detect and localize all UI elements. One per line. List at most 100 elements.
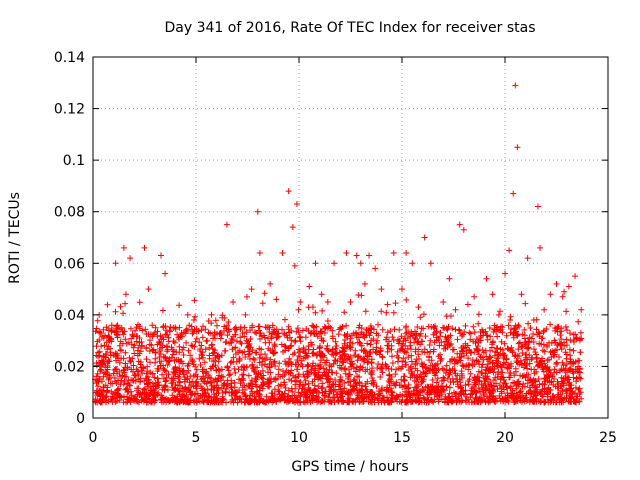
data-point [127, 255, 134, 262]
data-point [366, 252, 373, 259]
data-point [440, 298, 447, 305]
data-point [100, 358, 107, 365]
data-point [236, 355, 243, 362]
data-point [483, 275, 490, 282]
data-point [215, 358, 222, 365]
data-point [427, 260, 434, 267]
data-point [403, 249, 410, 256]
data-point [300, 347, 307, 354]
data-point [399, 286, 405, 293]
plot-frame [92, 56, 609, 419]
chart-title: Day 341 of 2016, Rate Of TEC Index for r… [164, 20, 535, 36]
data-point [537, 244, 544, 251]
data-point [312, 260, 319, 267]
y-tick-label: 0.04 [54, 308, 85, 324]
data-point [489, 291, 496, 298]
data-point [267, 280, 274, 287]
data-point [565, 283, 572, 290]
data-point [273, 296, 280, 303]
data-points [92, 82, 585, 383]
data-point [324, 298, 331, 305]
data-point [353, 252, 360, 259]
data-point [291, 262, 298, 269]
data-point [378, 286, 385, 293]
x-tick-label: 10 [290, 430, 308, 446]
data-point [446, 275, 453, 282]
y-tick-label: 0.08 [54, 205, 85, 221]
data-point [390, 249, 397, 256]
data-point [116, 342, 123, 349]
data-point [343, 249, 350, 256]
data-point [256, 249, 263, 256]
data-point [106, 337, 113, 344]
data-point [502, 270, 508, 277]
dense-data-band [92, 288, 585, 406]
data-point [293, 200, 300, 207]
data-point [166, 355, 173, 362]
data-point [347, 298, 354, 305]
y-axis-label: ROTI / TECUs [7, 192, 23, 284]
data-point [203, 368, 210, 375]
data-point [221, 347, 228, 354]
data-point [530, 317, 537, 324]
data-point [289, 224, 296, 231]
data-point [242, 311, 249, 318]
data-point [361, 280, 368, 287]
x-axis-ticks: 0 5 10 15 20 25 [89, 57, 617, 446]
data-point [141, 244, 148, 251]
y-tick-label: 0.06 [54, 256, 85, 272]
data-point [512, 82, 519, 89]
data-point [547, 291, 554, 298]
dense-marker-band [92, 288, 585, 406]
x-tick-label: 5 [192, 430, 201, 446]
data-point [434, 337, 441, 344]
data-point [471, 293, 478, 300]
data-point [510, 190, 517, 197]
data-point [456, 221, 463, 228]
data-point [464, 301, 471, 308]
data-point [318, 291, 325, 298]
data-point [306, 283, 313, 290]
data-point [184, 311, 191, 318]
data-point [452, 306, 459, 313]
data-point [260, 332, 267, 339]
data-point [518, 291, 525, 298]
data-point [197, 347, 204, 354]
data-point [172, 371, 179, 378]
data-point [495, 311, 502, 318]
x-axis-label: GPS time / hours [291, 459, 408, 475]
data-point [131, 350, 138, 357]
data-point [254, 208, 261, 215]
data-point [506, 247, 513, 254]
data-point [514, 144, 521, 151]
data-point [209, 363, 216, 370]
y-tick-label: 0.02 [54, 359, 85, 375]
data-point [559, 293, 566, 300]
data-point [190, 317, 197, 324]
data-point [162, 270, 169, 277]
data-point [534, 203, 541, 210]
data-point [415, 304, 422, 311]
data-point [372, 265, 379, 272]
data-point [541, 306, 548, 313]
data-point [279, 249, 286, 256]
data-point [460, 226, 467, 233]
x-tick-label: 25 [599, 430, 617, 446]
data-point [409, 260, 416, 267]
data-point [145, 286, 152, 293]
data-point [135, 368, 142, 375]
y-tick-label: 0.14 [54, 50, 85, 66]
x-tick-label: 15 [393, 430, 411, 446]
data-point [477, 337, 484, 344]
data-point [178, 358, 185, 365]
y-axis-ticks: 0 0.02 0.04 0.06 0.08 0.1 0.12 0.14 [54, 50, 608, 427]
data-point [553, 280, 560, 287]
data-point [384, 301, 391, 308]
data-point [572, 273, 579, 280]
y-tick-label: 0.1 [63, 153, 85, 169]
data-point [120, 244, 127, 251]
x-tick-label: 0 [89, 430, 98, 446]
data-point [122, 291, 129, 298]
y-tick-label: 0 [76, 411, 85, 427]
